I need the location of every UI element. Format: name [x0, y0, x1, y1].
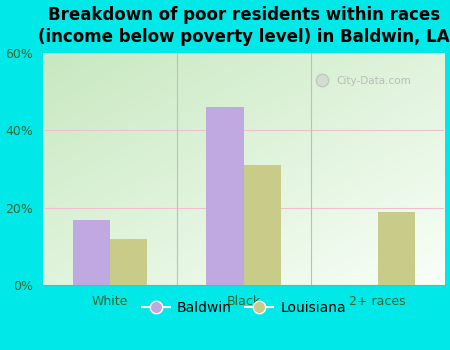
- Bar: [378, 212, 415, 285]
- Text: City-Data.com: City-Data.com: [336, 76, 411, 86]
- Legend: Baldwin, Louisiana: Baldwin, Louisiana: [136, 295, 351, 320]
- Bar: [207, 107, 244, 285]
- Title: Breakdown of poor residents within races
(income below poverty level) in Baldwin: Breakdown of poor residents within races…: [38, 6, 450, 46]
- Bar: [110, 239, 148, 285]
- Bar: [244, 165, 281, 285]
- Bar: [72, 219, 110, 285]
